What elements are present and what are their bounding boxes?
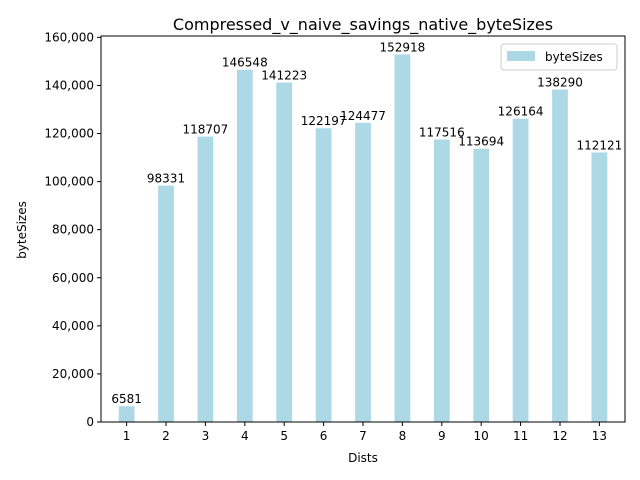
x-axis-label: Dists — [348, 451, 378, 465]
data-label-2: 98331 — [147, 172, 185, 186]
y-axis-label: byteSizes — [15, 201, 29, 259]
data-label-1: 6581 — [111, 392, 142, 406]
x-tick-label-8: 8 — [399, 429, 407, 443]
data-label-6: 122197 — [301, 114, 347, 128]
y-tick-label-120000: 120,000 — [44, 127, 94, 141]
y-tick-label-20000: 20,000 — [52, 367, 94, 381]
bar-2 — [158, 185, 174, 422]
y-tick-label-0: 0 — [86, 415, 94, 429]
y-tick-label-160000: 160,000 — [44, 30, 94, 44]
data-label-7: 124477 — [340, 109, 386, 123]
x-tick-label-11: 11 — [513, 429, 528, 443]
chart-title: Compressed_v_naive_savings_native_byteSi… — [173, 15, 553, 35]
bar-7 — [355, 122, 371, 422]
bar-6 — [315, 128, 332, 423]
x-tick-label-2: 2 — [162, 429, 170, 443]
x-tick-label-4: 4 — [241, 429, 249, 443]
y-tick-label-80000: 80,000 — [52, 223, 94, 237]
data-label-11: 126164 — [498, 105, 544, 119]
y-tick-label-140000: 140,000 — [44, 78, 94, 92]
legend-box — [500, 43, 618, 71]
bar-10 — [473, 148, 490, 422]
bar-3 — [197, 136, 214, 422]
x-tick-label-13: 13 — [592, 429, 607, 443]
bar-4 — [236, 69, 253, 422]
data-label-9: 117516 — [419, 125, 465, 139]
axes-group: 1 2 3 4 5 6 7 8 9 10 11 12 13020,00040,00060,00080,0… — [44, 30, 626, 443]
x-tick-label-5: 5 — [280, 429, 288, 443]
data-label-12: 138290 — [537, 76, 583, 90]
x-tick-label-9: 9 — [438, 429, 446, 443]
x-tick-label-12: 12 — [552, 429, 567, 443]
legend-swatch — [507, 51, 535, 61]
data-label-3: 118707 — [183, 123, 229, 137]
legend-entry-bytesizes: byteSizes — [545, 50, 603, 64]
data-label-10: 113694 — [458, 135, 504, 149]
x-tick-label-10: 10 — [474, 429, 489, 443]
x-tick-label-3: 3 — [202, 429, 210, 443]
bar-11 — [512, 118, 529, 422]
bar-5 — [276, 82, 293, 422]
y-tick-label-100000: 100,000 — [44, 175, 94, 189]
data-label-5: 141223 — [261, 69, 307, 83]
bar-8 — [394, 54, 411, 422]
x-tick-label-7: 7 — [359, 429, 367, 443]
y-tick-label-60000: 60,000 — [52, 271, 94, 285]
x-tick-label-6: 6 — [320, 429, 328, 443]
bar-9 — [433, 139, 450, 423]
bars-group — [118, 54, 608, 423]
y-tick-label-40000: 40,000 — [52, 319, 94, 333]
legend: byteSizes — [500, 43, 618, 71]
bar-13 — [591, 152, 608, 422]
bar-12 — [552, 89, 568, 423]
data-label-13: 112121 — [576, 138, 622, 152]
bar-1 — [118, 406, 135, 422]
data-label-4: 146548 — [222, 56, 268, 70]
x-tick-label-1: 1 — [123, 429, 131, 443]
data-label-8: 152918 — [379, 40, 425, 54]
